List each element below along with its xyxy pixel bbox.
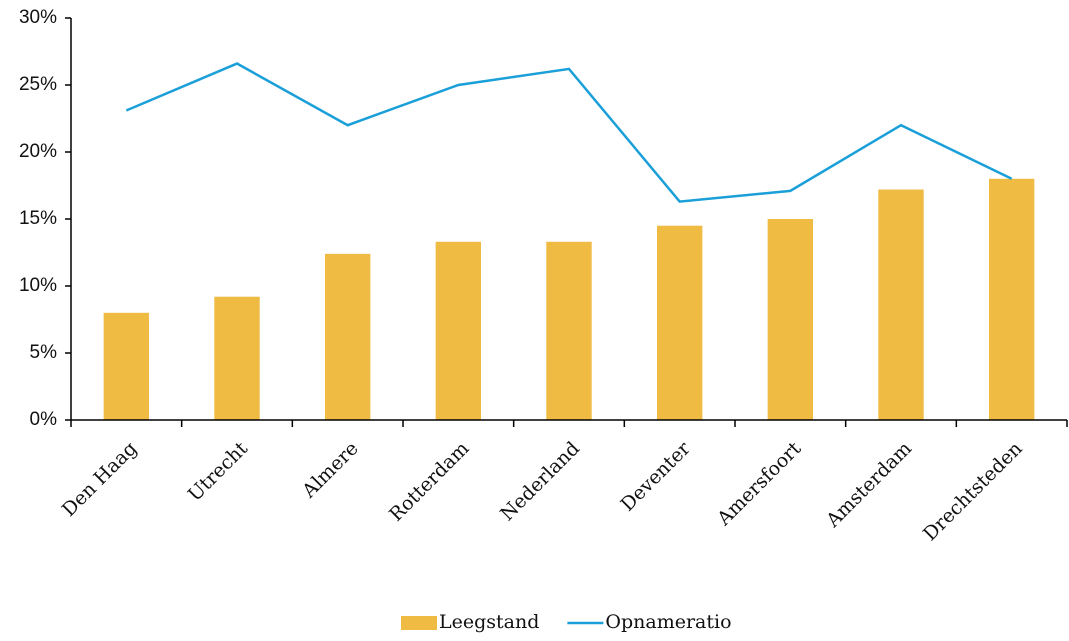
x-tick-label: Amsterdam xyxy=(821,438,916,533)
y-tick-label: 20% xyxy=(19,141,57,162)
y-tick-label: 15% xyxy=(19,208,57,229)
bar xyxy=(878,189,924,420)
legend-swatch xyxy=(401,616,437,630)
bar xyxy=(767,219,814,420)
bar xyxy=(103,312,150,420)
y-tick-label: 10% xyxy=(19,275,57,296)
y-tick-label: 0% xyxy=(30,409,58,430)
y-tick-label: 30% xyxy=(19,7,57,28)
bar xyxy=(435,241,482,420)
x-tick-label: Almere xyxy=(297,438,362,503)
x-tick-label: Drechtsteden xyxy=(919,438,1027,546)
legend-label: Opnameratio xyxy=(605,611,731,633)
bar xyxy=(324,253,371,420)
x-tick-label: Utrecht xyxy=(184,437,252,505)
bar xyxy=(546,241,592,420)
x-tick-label: Deventer xyxy=(616,437,695,516)
y-tick-label: 5% xyxy=(30,342,58,363)
x-tick-label: Nederland xyxy=(496,438,584,526)
line xyxy=(125,62,1013,203)
x-tick-label: Rotterdam xyxy=(385,438,473,526)
x-tick-label: Amersfoort xyxy=(712,437,805,530)
x-tick-label: Den Haag xyxy=(58,438,142,522)
legend-label: Leegstand xyxy=(439,611,539,633)
bar xyxy=(656,225,703,420)
bar xyxy=(214,296,260,420)
bar xyxy=(988,178,1035,420)
y-tick-label: 25% xyxy=(19,74,57,95)
